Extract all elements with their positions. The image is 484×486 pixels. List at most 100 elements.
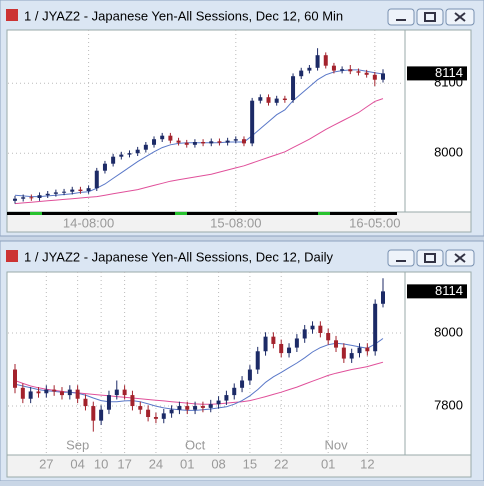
candle-body — [52, 389, 57, 392]
icon — [424, 253, 436, 263]
candle-body — [91, 406, 96, 421]
last-price-label: 8114 — [435, 65, 463, 80]
session-bar — [7, 212, 397, 215]
candle-body — [127, 153, 132, 155]
candle-body — [279, 343, 284, 354]
plot-area — [6, 29, 406, 213]
plot-area — [6, 271, 406, 456]
minimize-button[interactable] — [387, 8, 415, 26]
candle-body — [271, 336, 276, 344]
candle-body — [307, 67, 312, 71]
candle-body — [348, 69, 353, 72]
app-icon — [6, 250, 18, 262]
x-tick-label: 12 — [360, 456, 374, 471]
candle-body — [185, 406, 190, 410]
candle-body — [381, 291, 385, 304]
candle-body — [114, 389, 119, 396]
candle-body — [209, 141, 214, 144]
candle-body — [21, 197, 26, 199]
candle-body — [217, 141, 222, 143]
candle-body — [102, 163, 107, 171]
session-segment — [175, 212, 187, 215]
session-segment — [318, 212, 330, 215]
candle-body — [294, 338, 299, 348]
candle-body — [152, 139, 157, 145]
y-tick-label: 7800 — [434, 397, 463, 412]
icon — [424, 12, 436, 22]
candle-body — [75, 389, 80, 399]
candle-body — [232, 387, 237, 396]
candle-body — [200, 406, 205, 408]
candle-body — [169, 409, 174, 414]
candle-body — [193, 406, 198, 410]
candle-body — [266, 97, 271, 103]
candle-body — [233, 139, 238, 141]
maximize-button[interactable] — [416, 8, 444, 26]
x-tick-label: 17 — [117, 456, 131, 471]
candle-body — [224, 395, 229, 401]
candle-body — [106, 395, 111, 410]
candle-body — [331, 65, 336, 71]
candle-body — [323, 55, 328, 66]
candle-body — [364, 72, 369, 75]
app-icon — [6, 9, 18, 21]
candle-body — [45, 193, 50, 196]
moving-average — [14, 98, 384, 205]
icon — [396, 260, 406, 262]
x-tick-label: 24 — [149, 456, 163, 471]
candle-body — [340, 69, 345, 71]
candle-body — [274, 98, 279, 103]
candle-body — [94, 170, 99, 189]
candle-body — [216, 400, 221, 405]
x-tick-label: 14-08:00 — [63, 215, 114, 230]
candle-body — [13, 198, 17, 201]
candle-body — [192, 142, 197, 145]
x-tick-label: 08 — [211, 456, 225, 471]
candle-body — [20, 387, 25, 399]
month-label: Oct — [185, 437, 206, 452]
candle-body — [208, 404, 213, 408]
candle-body — [373, 303, 378, 352]
x-tick-label: 01 — [180, 456, 194, 471]
window-buttons — [6, 8, 475, 267]
x-tick-label: 27 — [39, 456, 53, 471]
x-tick-label: 01 — [321, 456, 335, 471]
icon — [396, 19, 406, 21]
window-title: 1 / JYAZ2 - Japanese Yen-All Sessions, D… — [24, 249, 334, 264]
candle-body — [135, 149, 140, 154]
minimize-button[interactable] — [387, 249, 415, 267]
candle-body — [349, 353, 354, 359]
candle-body — [99, 409, 104, 421]
candle-body — [138, 406, 143, 410]
candle-body — [184, 142, 189, 145]
candle-body — [111, 156, 116, 164]
candle-body — [334, 340, 339, 348]
time-axis — [6, 454, 472, 478]
candle-body — [44, 389, 49, 394]
candle-body — [28, 391, 33, 399]
candle-body — [291, 76, 296, 100]
candle-body — [67, 389, 72, 396]
candle-body — [13, 369, 17, 388]
candle-body — [161, 413, 166, 419]
candle-body — [176, 140, 181, 143]
candle-body — [122, 389, 127, 396]
candle-body — [357, 347, 362, 354]
x-tick-label: 15 — [243, 456, 257, 471]
candle-body — [372, 74, 377, 80]
candle-body — [258, 97, 263, 101]
candle-body — [247, 369, 252, 381]
last-price-box — [407, 284, 467, 299]
candle-body — [287, 347, 292, 354]
candle-body — [29, 197, 34, 199]
last-price-label: 8114 — [435, 283, 463, 298]
candle-body — [146, 409, 151, 418]
y-tick-label: 8000 — [434, 324, 463, 339]
maximize-button[interactable] — [416, 249, 444, 267]
candle-body — [59, 391, 64, 396]
icon — [454, 12, 466, 22]
candle-body — [381, 73, 385, 80]
candle-body — [78, 189, 83, 191]
